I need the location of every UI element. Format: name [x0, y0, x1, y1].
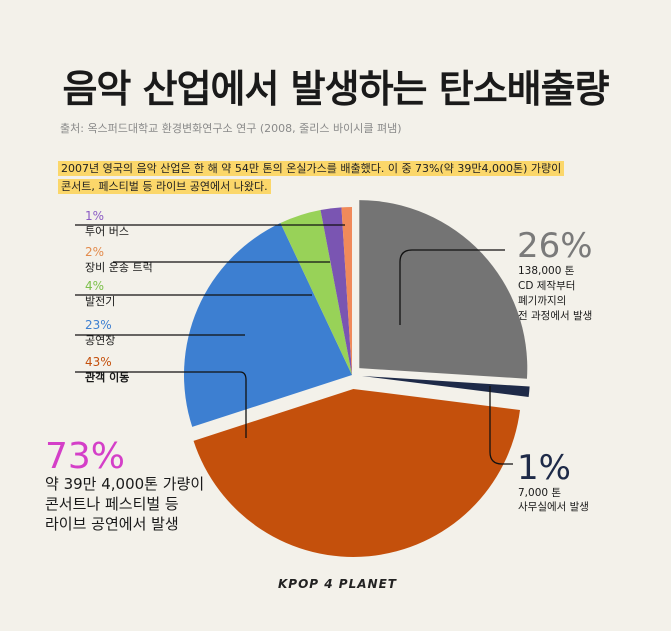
office-description: 7,000 톤 사무실에서 발생: [518, 486, 589, 514]
cd-percent: 26%: [517, 226, 593, 266]
office-percent: 1%: [517, 448, 571, 488]
slice-cd: [359, 200, 528, 379]
label-venue-pct: 23%: [85, 318, 112, 332]
label-venue: 23% 공연장: [85, 318, 115, 348]
cd-text-2: 폐기까지의: [518, 295, 567, 307]
slice-tour-bus: [341, 207, 352, 375]
office-text: 사무실에서 발생: [518, 501, 589, 513]
leader-cd: [399, 249, 505, 325]
live-text-1: 약 39만 4,000톤 가량이: [45, 475, 205, 493]
cd-text-1: CD 제작부터: [518, 280, 576, 292]
label-generator: 4% 발전기: [85, 279, 115, 309]
label-generator-pct: 4%: [85, 279, 105, 293]
label-truck-name: 장비 운송 트럭: [85, 261, 153, 274]
label-audience-travel: 43% 관객 이동: [85, 355, 129, 385]
cd-description: 138,000 톤 CD 제작부터 폐기까지의 전 과정에서 발생: [518, 264, 592, 324]
summary-note: 2007년 영국의 음악 산업은 한 해 약 54만 톤의 온실가스를 배출했다…: [58, 160, 583, 196]
slice-truck: [320, 207, 352, 375]
cd-tons: 138,000 톤: [518, 265, 575, 277]
summary-note-line-1: 2007년 영국의 음악 산업은 한 해 약 54만 톤의 온실가스를 배출했다…: [58, 161, 565, 176]
label-generator-name: 발전기: [85, 295, 116, 308]
label-audience-travel-name: 관객 이동: [85, 371, 130, 384]
slice-audience-travel: [193, 388, 520, 557]
label-tour-bus-name: 투어 버스: [85, 225, 129, 238]
live-percent: 73%: [45, 436, 126, 477]
live-text-3: 라이브 공연에서 발생: [45, 515, 179, 533]
leader-office: [489, 386, 513, 465]
label-tour-bus-pct: 1%: [85, 209, 105, 223]
leader-audience-travel: [75, 371, 247, 438]
label-truck-pct: 2%: [85, 245, 105, 259]
label-audience-travel-pct: 43%: [85, 355, 112, 369]
kpop4planet-logo: KPOP 4 PLANET: [278, 577, 397, 591]
live-text-2: 콘서트나 페스티벌 등: [45, 495, 179, 513]
label-truck: 2% 장비 운송 트럭: [85, 245, 153, 275]
page-title: 음악 산업에서 발생하는 탄소배출량: [62, 67, 609, 111]
label-tour-bus: 1% 투어 버스: [85, 209, 129, 239]
summary-note-line-2: 콘서트, 페스티벌 등 라이브 공연에서 나왔다.: [58, 179, 271, 194]
slice-generator: [280, 209, 352, 375]
slice-office: [361, 375, 530, 397]
office-tons: 7,000 톤: [518, 487, 562, 499]
live-description: 약 39만 4,000톤 가량이 콘서트나 페스티벌 등 라이브 공연에서 발생: [45, 474, 204, 534]
cd-text-3: 전 과정에서 발생: [518, 310, 593, 322]
label-venue-name: 공연장: [85, 334, 116, 347]
slice-venue: [184, 222, 352, 427]
source-caption: 출처: 옥스퍼드대학교 환경변화연구소 연구 (2008, 줄리스 바이시클 펴…: [60, 122, 402, 135]
